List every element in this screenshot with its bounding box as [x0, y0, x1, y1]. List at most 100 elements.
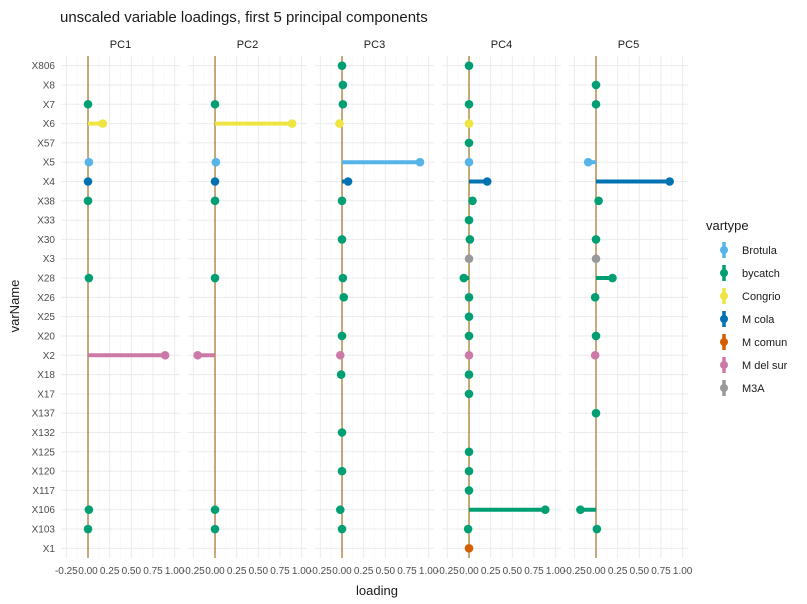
loading-point: [608, 273, 617, 283]
y-tick-label: X26: [37, 293, 55, 304]
y-axis-title: varName: [7, 280, 22, 333]
loading-mark: [84, 157, 94, 167]
legend-item: M del sur: [720, 357, 788, 373]
loading-point: [665, 177, 674, 186]
loading-point: [464, 119, 474, 128]
loading-point: [591, 331, 601, 341]
y-tick-label: X20: [37, 331, 55, 342]
y-tick-label: X4: [43, 177, 56, 188]
panel-pc3: PC3 -0.25 0.00 0.25 0.50 0.75 1.00: [309, 39, 439, 577]
loading-point: [336, 370, 346, 379]
loading-mark: [576, 505, 597, 515]
y-tick-label: X1: [43, 544, 56, 555]
loading-point: [594, 196, 603, 206]
y-tick-label: X2: [43, 351, 56, 362]
loading-point: [464, 389, 474, 399]
loading-point: [160, 350, 170, 360]
loading-mark: [337, 235, 347, 244]
loading-mark: [464, 157, 474, 167]
loading-mark: [468, 196, 477, 206]
y-tick-label: X6: [43, 119, 56, 130]
loading-point: [343, 177, 353, 186]
strip-label: PC2: [237, 39, 258, 51]
loading-mark: [469, 505, 550, 515]
y-tick-label: X106: [32, 505, 56, 516]
x-tick-label: -0.25: [436, 566, 459, 577]
legend-key-point: [720, 361, 728, 369]
x-tick-label: 0.25: [608, 566, 628, 577]
y-tick-label: X25: [37, 312, 55, 323]
loading-mark: [464, 119, 474, 128]
loading-point: [482, 177, 492, 186]
x-tick-label: 0.50: [503, 566, 523, 577]
loading-mark: [591, 99, 601, 109]
panel-pc1: PC1 -0.25 0.00 0.25 0.50 0.75 1.00: [55, 39, 185, 577]
y-tick-label: X117: [32, 486, 55, 497]
loading-mark: [210, 273, 220, 283]
loading-mark: [337, 61, 347, 70]
loading-mark: [211, 157, 221, 167]
loading-point: [98, 119, 108, 128]
legend-label: M del sur: [742, 360, 788, 372]
loading-mark: [464, 331, 474, 341]
loading-mark: [590, 350, 600, 360]
facet-panels: PC1-0.25 0.00 0.25 0.50 0.75 1.00 PC2 -0.25 0.00…: [55, 39, 693, 577]
loading-mark: [594, 196, 603, 206]
loading-point: [210, 524, 220, 534]
x-tick-label: 1.00: [419, 566, 439, 577]
loading-mark: [210, 524, 220, 534]
loading-point: [464, 544, 474, 553]
loading-point: [459, 273, 469, 283]
loading-point: [415, 157, 425, 167]
loading-point: [338, 273, 348, 283]
x-tick-label: 0.00: [586, 566, 606, 577]
legend-item: M comun: [720, 334, 787, 350]
legend-key-point: [720, 384, 728, 392]
loading-mark: [337, 428, 347, 437]
loading-mark: [83, 99, 93, 109]
loading-point: [468, 196, 477, 206]
loading-mark: [591, 408, 601, 418]
loading-point: [590, 350, 600, 360]
loading-mark: [210, 177, 220, 186]
y-tick-label: X17: [37, 389, 55, 400]
loading-mark: [465, 235, 475, 244]
strip-label: PC5: [618, 39, 639, 51]
y-tick-label: X30: [37, 235, 55, 246]
loading-point: [337, 61, 347, 70]
loading-point: [583, 157, 593, 167]
y-tick-label: X28: [37, 274, 55, 285]
loading-mark: [337, 331, 347, 341]
loading-point: [464, 138, 474, 148]
y-tick-label: X3: [43, 254, 56, 265]
y-tick-label: X7: [43, 100, 56, 111]
legend-title: vartype: [706, 218, 749, 233]
legend-label: Congrio: [742, 291, 781, 303]
loading-mark: [88, 350, 170, 360]
loading-point: [464, 312, 474, 321]
loading-point: [335, 505, 345, 515]
loading-mark: [338, 273, 348, 283]
loading-mark: [464, 370, 474, 379]
loading-mark: [591, 80, 601, 90]
loading-mark: [596, 177, 674, 186]
loading-mark: [337, 524, 347, 534]
legend-key-point: [720, 269, 728, 277]
x-tick-label: -0.25: [182, 566, 205, 577]
legend-label: M cola: [742, 314, 775, 326]
loading-mark: [464, 447, 474, 457]
loading-point: [287, 119, 297, 128]
loading-point: [338, 80, 348, 90]
legend-label: bycatch: [742, 268, 780, 280]
x-tick-label: 0.75: [270, 566, 290, 577]
loading-point: [591, 235, 601, 244]
y-tick-label: X5: [43, 158, 56, 169]
y-tick-label: X120: [32, 467, 56, 478]
x-tick-label: 0.25: [481, 566, 501, 577]
loading-point: [193, 350, 202, 360]
loading-mark: [464, 215, 474, 225]
loading-point: [464, 61, 474, 70]
y-tick-label: X132: [32, 428, 56, 439]
loading-mark: [338, 80, 348, 90]
loading-mark: [88, 119, 108, 128]
